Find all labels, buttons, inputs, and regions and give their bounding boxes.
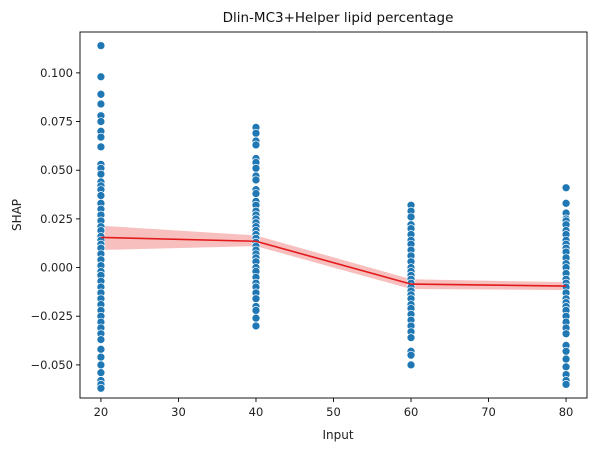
plot-frame bbox=[79, 31, 588, 399]
data-point bbox=[96, 132, 106, 142]
data-point bbox=[96, 117, 106, 126]
points-layer bbox=[96, 41, 571, 393]
confidence-band-layer bbox=[100, 225, 567, 290]
y-tick-label: 0.100 bbox=[40, 66, 73, 80]
data-point bbox=[251, 128, 261, 138]
data-point bbox=[96, 169, 106, 179]
data-point bbox=[561, 354, 571, 364]
y-tick-label: 0.000 bbox=[40, 261, 73, 275]
data-point bbox=[96, 352, 106, 362]
x-tick-label: 30 bbox=[171, 405, 186, 419]
data-point bbox=[406, 350, 416, 360]
data-point bbox=[96, 99, 106, 109]
y-axis-label: SHAP bbox=[10, 199, 24, 231]
x-axis: 20 30 40 50 60 70 80 bbox=[94, 398, 574, 419]
x-tick-label: 20 bbox=[94, 405, 109, 419]
x-axis-label: Input bbox=[322, 428, 353, 442]
data-point bbox=[96, 383, 106, 393]
x-tick-label: 70 bbox=[481, 405, 496, 419]
x-tick-label: 40 bbox=[249, 405, 264, 419]
data-point bbox=[406, 360, 416, 370]
y-tick-label: 0.050 bbox=[40, 163, 73, 177]
data-point bbox=[96, 344, 106, 354]
data-point bbox=[251, 189, 261, 198]
data-point bbox=[251, 175, 261, 185]
data-point bbox=[96, 89, 106, 99]
chart-title: Dlin-MC3+Helper lipid percentage bbox=[223, 10, 454, 26]
data-point bbox=[96, 368, 106, 378]
data-point bbox=[96, 41, 106, 50]
y-tick-label: 0.025 bbox=[40, 212, 73, 226]
data-point bbox=[561, 346, 571, 356]
data-point bbox=[96, 335, 106, 344]
data-point bbox=[251, 321, 261, 331]
y-axis: −0.050 −0.025 0.000 0.025 0.050 0.075 0.100 bbox=[30, 66, 80, 372]
data-point bbox=[251, 306, 261, 315]
data-point bbox=[251, 313, 261, 323]
data-point bbox=[96, 191, 106, 200]
data-point bbox=[561, 362, 571, 372]
data-point bbox=[561, 198, 571, 208]
trend-line bbox=[100, 236, 567, 287]
y-tick-label: −0.050 bbox=[30, 358, 73, 372]
confidence-band bbox=[100, 225, 567, 290]
data-point bbox=[96, 360, 106, 370]
data-point bbox=[251, 140, 261, 150]
data-point bbox=[406, 212, 416, 222]
x-tick-label: 80 bbox=[559, 405, 574, 419]
x-tick-label: 50 bbox=[326, 405, 341, 419]
data-point bbox=[561, 329, 571, 339]
data-point bbox=[96, 142, 106, 152]
data-point bbox=[96, 72, 106, 82]
y-tick-label: 0.075 bbox=[40, 115, 73, 129]
data-point bbox=[251, 294, 261, 304]
data-point bbox=[251, 163, 261, 173]
trend-line-layer bbox=[100, 236, 567, 287]
data-point bbox=[561, 380, 571, 389]
data-point bbox=[561, 183, 571, 193]
y-tick-label: −0.025 bbox=[30, 309, 73, 323]
x-tick-label: 60 bbox=[404, 405, 419, 419]
data-point bbox=[406, 333, 416, 342]
